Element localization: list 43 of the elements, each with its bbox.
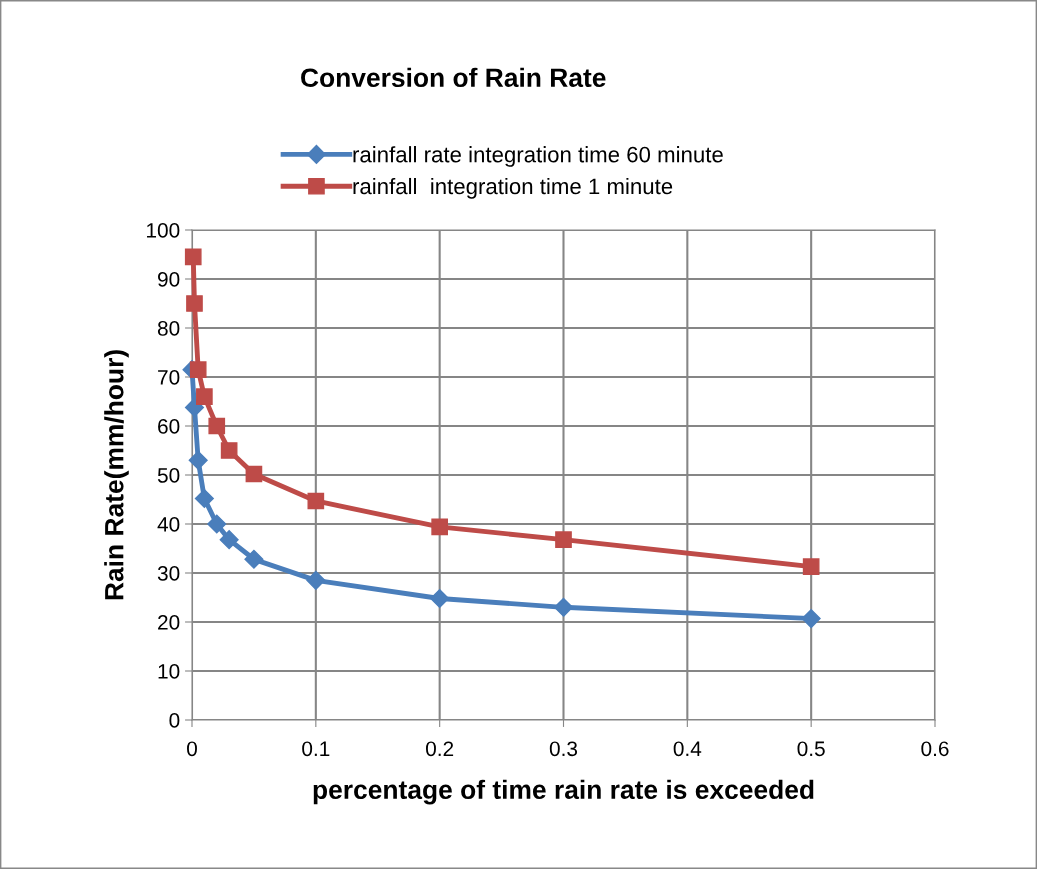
y-tick-label: 50	[157, 468, 180, 483]
point	[553, 597, 574, 617]
point	[208, 417, 226, 435]
x-tick-label: 0.1	[302, 741, 330, 757]
y-axis-title: Rain Rate(mm/hour)	[104, 350, 129, 600]
point	[244, 549, 264, 569]
y-tick-label: 40	[157, 517, 180, 532]
point	[801, 609, 821, 629]
point	[207, 514, 227, 534]
y-tick-label: 10	[158, 664, 180, 679]
point	[307, 492, 325, 510]
y-tick-label: 90	[158, 272, 180, 287]
x-tick-label: 0.4	[673, 741, 702, 757]
x-tick-label: 0	[187, 741, 197, 757]
point	[186, 295, 203, 312]
point	[306, 570, 326, 590]
legend-label: rainfall rate integration time 60 minute	[353, 146, 723, 167]
x-tick-label: 0.2	[426, 741, 454, 757]
x-tick-label: 0.3	[549, 741, 578, 757]
point	[430, 588, 450, 609]
x-axis-title: percentage of time rain rate is exceeded	[313, 779, 814, 805]
y-tick-label: 80	[157, 321, 180, 336]
y-tick-label: 60	[158, 419, 180, 434]
point	[220, 442, 238, 459]
y-tick-label: 0	[169, 713, 180, 728]
legend-label: rainfall integration time 1 minute	[353, 177, 673, 199]
point	[555, 531, 572, 549]
point	[188, 450, 208, 470]
point	[184, 248, 202, 266]
point	[196, 388, 213, 405]
chart-title: Conversion of Rain Rate	[301, 67, 606, 88]
y-tick-label: 30	[157, 566, 180, 581]
point	[219, 530, 239, 550]
point	[194, 488, 214, 509]
x-tick-label: 0.6	[921, 741, 949, 757]
point	[245, 465, 263, 483]
y-tick-label: 100	[147, 223, 180, 238]
point	[802, 558, 820, 575]
point	[431, 518, 449, 536]
x-tick-label: 0.5	[797, 741, 825, 757]
y-tick-label: 70	[158, 370, 180, 385]
point	[189, 361, 207, 378]
y-tick-label: 20	[158, 615, 180, 630]
